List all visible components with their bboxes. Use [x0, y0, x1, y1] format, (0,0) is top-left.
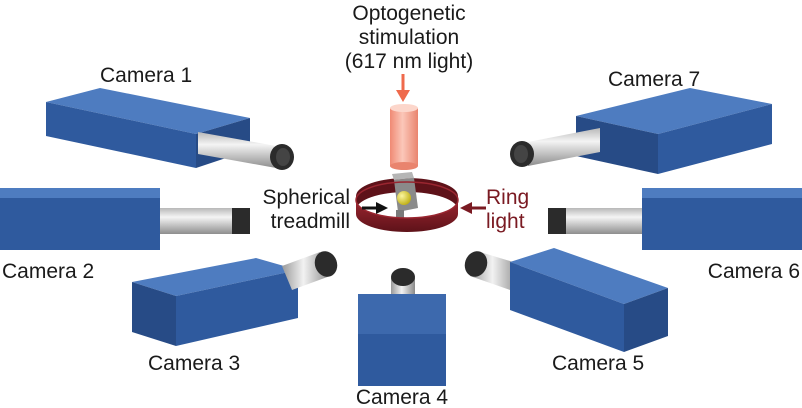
camera-5-body-side: [510, 262, 624, 352]
camera-2-body-front: [0, 198, 160, 250]
camera-4: [358, 268, 446, 386]
camera-1-body-top: [46, 88, 250, 134]
camera-3-label: Camera 3: [148, 352, 240, 375]
stimulation-light-cylinder: [390, 108, 418, 166]
ring-light-arrow: [460, 202, 486, 214]
camera-5-body-top: [510, 248, 668, 304]
camera-3-body-side: [176, 270, 298, 346]
ring-light-assembly: [355, 172, 459, 232]
camera-2-label: Camera 2: [2, 260, 94, 283]
camera-5-lens-cap: [464, 251, 488, 277]
camera-7-body-front: [658, 104, 772, 174]
camera-4-body-front: [358, 334, 446, 386]
camera-7-body-top: [576, 88, 772, 134]
stimulation-label-line1: Optogenetic: [352, 2, 465, 25]
stimulation-arrow-head: [396, 90, 410, 102]
camera-7-lens-barrel: [528, 128, 600, 166]
camera-2: [0, 188, 250, 250]
ring-light-label-line1: Ring: [486, 186, 529, 209]
camera-5-body-front: [624, 288, 668, 352]
camera-2-lens-cap: [232, 208, 250, 234]
camera-3-body-top: [132, 258, 298, 296]
stimulation-light-top: [390, 104, 418, 112]
camera-6-lens-cap: [548, 208, 566, 234]
camera-1-lens-barrel: [198, 132, 276, 168]
stimulation-label-line2: stimulation: [359, 26, 459, 49]
ring-light-back: [356, 178, 458, 210]
treadmill-label-line1: Spherical: [262, 186, 350, 209]
camera-4-body-top: [358, 294, 446, 334]
camera-1-body-front: [46, 102, 196, 168]
camera-7: [510, 88, 772, 174]
camera-5: [464, 248, 668, 352]
camera-3: [132, 251, 338, 346]
ring-light-label-line2: light: [486, 210, 525, 233]
spherical-treadmill-ball: [397, 191, 411, 205]
camera-3-body-front: [132, 282, 176, 346]
camera-2-lens-barrel: [160, 208, 232, 234]
camera-7-label: Camera 7: [608, 68, 700, 91]
camera-5-label: Camera 5: [552, 352, 644, 375]
camera-4-lens-cap: [391, 268, 415, 286]
camera-1: [46, 88, 294, 170]
camera-6-lens-barrel: [566, 208, 642, 234]
treadmill-arrow: [362, 202, 388, 214]
camera-6-label: Camera 6: [708, 260, 800, 283]
camera-2-body-top: [0, 188, 160, 198]
camera-4-label: Camera 4: [356, 386, 449, 408]
camera-6-body-top: [642, 188, 802, 198]
treadmill-label-line2: treadmill: [271, 210, 350, 233]
stimulation-source: [390, 74, 418, 170]
ring-light-front: [356, 200, 458, 232]
camera-6-body-front: [642, 198, 802, 250]
camera-6: [548, 188, 802, 250]
camera-1-label: Camera 1: [100, 64, 192, 87]
stimulation-label-line3: (617 nm light): [345, 50, 473, 73]
camera-3-lens-cap: [314, 251, 338, 277]
